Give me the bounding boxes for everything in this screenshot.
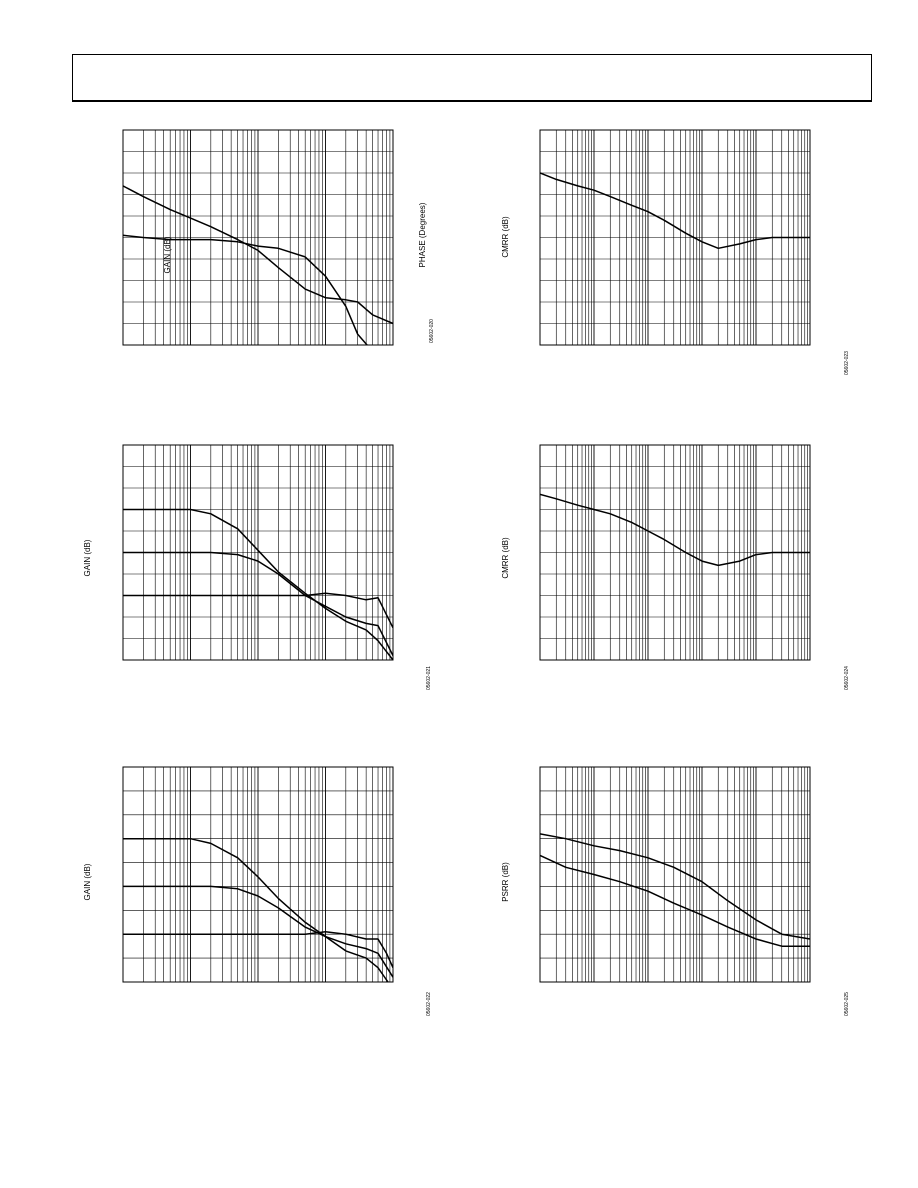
- figure-code: 05602-023: [844, 351, 850, 375]
- figure-code: 05602-025: [844, 992, 850, 1016]
- plot-area: [122, 129, 394, 346]
- figure-code: 05602-022: [426, 992, 432, 1016]
- plot-area: [122, 444, 394, 661]
- series-line-1: [123, 508, 393, 660]
- series-line-1: [123, 234, 369, 345]
- series-line-1: [540, 833, 810, 940]
- plot-area: [539, 444, 811, 661]
- y-axis-label: GAIN (dB): [83, 863, 92, 900]
- figure-code: 05602-024: [844, 666, 850, 690]
- page-header-frame: [72, 54, 872, 102]
- figure-code: 05602-020: [429, 319, 435, 343]
- y-axis-label: CMRR (dB): [501, 216, 510, 258]
- y-axis-label: PSRR (dB): [501, 862, 510, 902]
- plot-frame: [122, 766, 394, 983]
- chart-cmrr-2: CMRR (dB) 05602-024: [501, 444, 850, 690]
- chart-gain-2: GAIN (dB) 05602-021: [83, 444, 432, 690]
- series-line-1: [540, 172, 810, 250]
- y-axis-label: GAIN (dB): [163, 236, 172, 273]
- chart-psrr: PSRR (dB) 05602-025: [501, 766, 850, 1016]
- series-line-3: [123, 931, 393, 969]
- plot-frame: [539, 766, 811, 983]
- series-line-2: [123, 885, 393, 978]
- series-line-3: [123, 592, 393, 629]
- plot-area: [122, 766, 394, 983]
- plot-area: [539, 766, 811, 983]
- y-axis-label: CMRR (dB): [501, 537, 510, 579]
- series-line-2: [123, 185, 393, 325]
- series-line-2: [540, 854, 810, 947]
- chart-gain-3: GAIN (dB) 05602-022: [83, 766, 432, 1016]
- y2-axis-label: PHASE (Degrees): [418, 202, 427, 267]
- y-axis-label: GAIN (dB): [83, 539, 92, 576]
- chart-cmrr-1: CMRR (dB) 05602-023: [501, 129, 850, 375]
- series-line-2: [123, 551, 393, 657]
- series-line-1: [123, 837, 389, 982]
- series-line-1: [540, 493, 810, 567]
- figure-code: 05602-021: [426, 666, 432, 690]
- plot-area: [539, 129, 811, 346]
- plot-frame: [122, 129, 394, 346]
- chart-gain-phase: GAIN (dB) PHASE (Degrees) 05602-020: [122, 129, 435, 346]
